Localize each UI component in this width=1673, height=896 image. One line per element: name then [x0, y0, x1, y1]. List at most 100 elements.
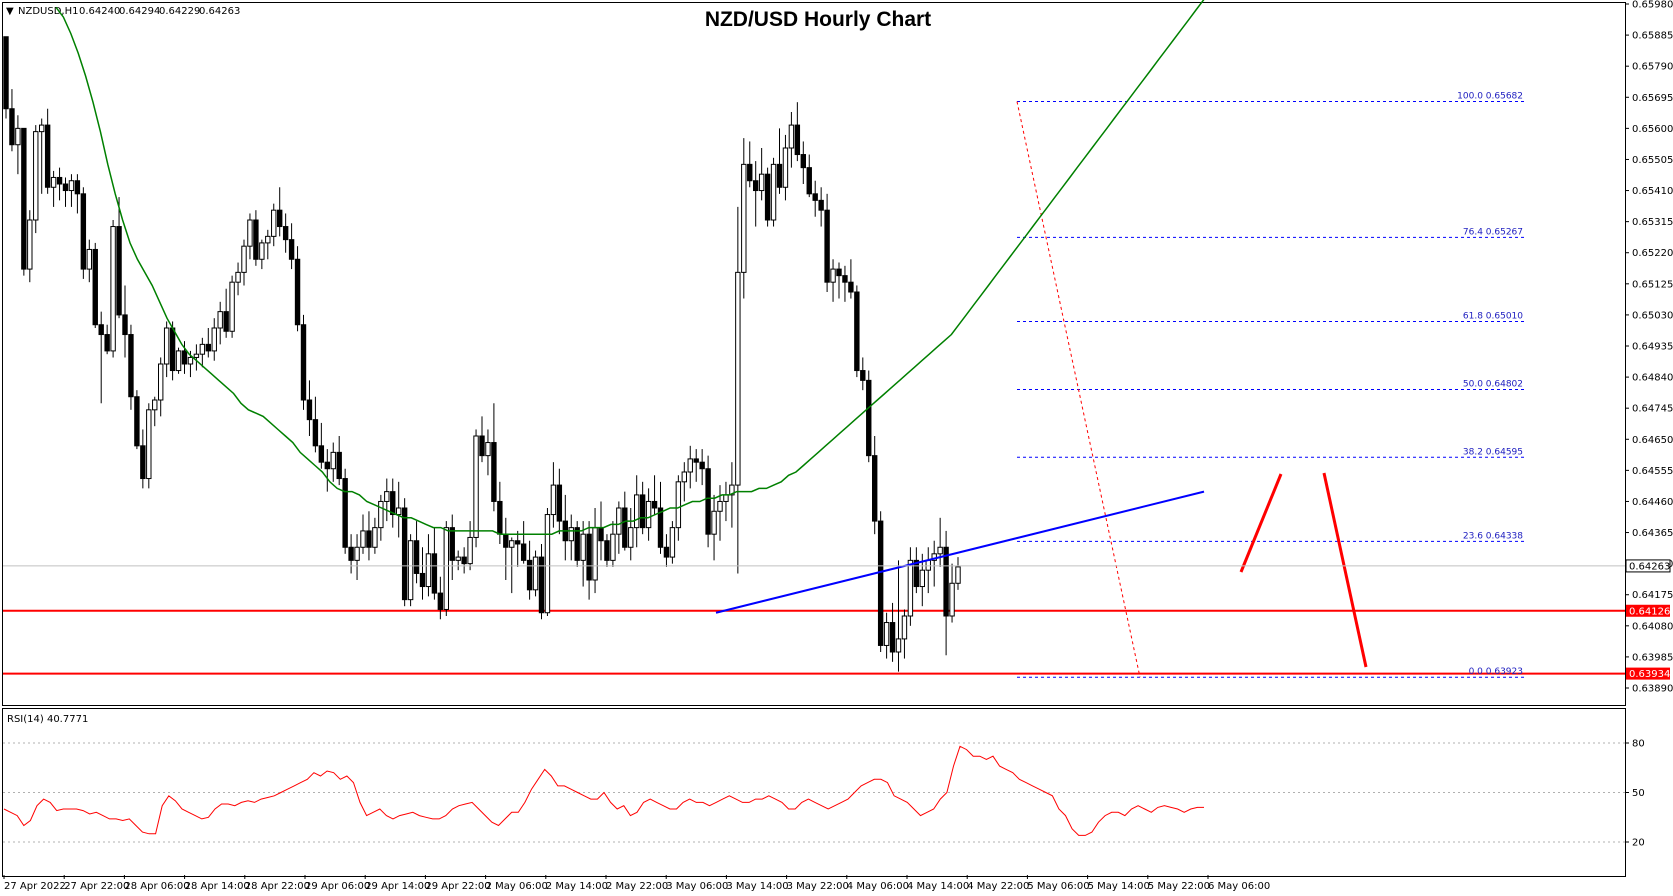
candle [282, 213, 289, 253]
candle [735, 206, 741, 574]
candle-body-up [241, 245, 247, 273]
candle-body-down [366, 530, 372, 548]
candle [764, 167, 771, 227]
candle-body-down [116, 226, 122, 316]
y-tick-label: 0.65790 [1632, 62, 1673, 73]
candle [271, 203, 277, 247]
candle-body-down [753, 180, 759, 192]
candle-body-down [419, 572, 426, 588]
candle [705, 455, 711, 548]
support-trendline [715, 490, 1205, 614]
candle [56, 167, 63, 201]
fib-level-label: 100.0 0.65682 [1457, 92, 1523, 102]
level-price-label: 0.64126 [1629, 606, 1670, 617]
x-tick-label: 3 May 22:00 [787, 881, 849, 892]
y-tick-label: 0.65885 [1632, 31, 1673, 42]
candle-body-up [711, 510, 717, 535]
candle [889, 602, 896, 662]
candle-body-up [50, 176, 57, 188]
candle [122, 285, 128, 358]
candle-body-down [520, 543, 527, 561]
candle [580, 521, 586, 587]
candle [586, 521, 592, 600]
candle-body-down [943, 546, 949, 617]
candle [390, 478, 396, 528]
candle-body-down [44, 124, 51, 188]
candle [265, 229, 271, 260]
x-tick-label: 4 May 14:00 [907, 881, 969, 892]
candle [729, 462, 735, 528]
fib-level-label: 0.0 0.63923 [1469, 667, 1523, 677]
candle [526, 540, 533, 600]
candle [217, 301, 223, 345]
candle [538, 544, 545, 620]
candle-body-down [848, 281, 854, 293]
candle [515, 530, 521, 567]
candle-body-down [312, 419, 319, 447]
candle-body-up [937, 546, 943, 555]
candle-body-up [741, 163, 747, 273]
fib-level-label: 76.4 0.65267 [1463, 227, 1523, 237]
candle-body-down [824, 209, 830, 283]
candle-body-up [782, 147, 789, 188]
candle [128, 324, 134, 410]
candle [15, 115, 21, 175]
candle-body-up [33, 131, 39, 221]
candle-body-up [330, 451, 336, 470]
candle [134, 390, 140, 450]
candle [854, 285, 860, 378]
candle-body-down [336, 451, 342, 480]
current-price-label: 0.64263 [1629, 561, 1670, 572]
projection-arrows [1239, 472, 1368, 668]
y-axis-rsi: 80 50 20 [3, 739, 1645, 849]
candle [461, 547, 467, 574]
x-tick-label: 5 May 22:00 [1148, 881, 1210, 892]
candle-body-up [729, 484, 735, 496]
candle-body-up [110, 226, 116, 352]
y-tick-label: 0.64745 [1632, 404, 1673, 415]
candle [568, 514, 574, 561]
candle [110, 220, 116, 358]
collapse-arrow-icon[interactable]: ▼ [6, 6, 14, 17]
candle-body-up [592, 527, 598, 581]
candle [818, 187, 824, 227]
candle-body-up [229, 281, 235, 332]
candle [193, 344, 200, 371]
candle [318, 422, 325, 469]
candle [866, 370, 872, 463]
candle [806, 154, 812, 198]
candle [68, 174, 75, 207]
candle [312, 396, 319, 453]
candle-body-up [895, 638, 902, 653]
candle [800, 141, 806, 184]
candle [86, 239, 92, 283]
candle-body-up [27, 219, 33, 270]
candle [687, 445, 693, 489]
candle [639, 481, 646, 535]
candle [9, 89, 15, 152]
candle-body-up [407, 540, 414, 601]
x-tick-label: 4 May 22:00 [967, 881, 1029, 892]
candle-body-down [253, 219, 259, 260]
candle [372, 517, 378, 554]
candle-body-up [610, 533, 616, 561]
rsi-tick-label: 20 [1632, 838, 1645, 849]
ohlc-open: 0.64240 [79, 6, 120, 17]
y-tick-label: 0.64935 [1632, 342, 1673, 353]
candle [259, 239, 265, 270]
y-tick-label: 0.64080 [1632, 621, 1673, 632]
x-tick-label: 2 May 14:00 [546, 881, 608, 892]
candlesticks [3, 36, 961, 672]
fib-level-label: 50.0 0.64802 [1463, 380, 1523, 390]
candle-body-down [693, 458, 699, 463]
candle-body-down [598, 527, 604, 542]
candle [229, 275, 235, 338]
projection-down-stroke [1322, 472, 1368, 668]
x-tick-label: 3 May 14:00 [726, 881, 788, 892]
current-price-box [1625, 559, 1671, 573]
candle [360, 514, 366, 554]
x-tick-label: 27 Apr 22:00 [64, 881, 129, 892]
candle-body-down [556, 484, 563, 522]
candle [163, 321, 170, 378]
candle [836, 262, 842, 299]
